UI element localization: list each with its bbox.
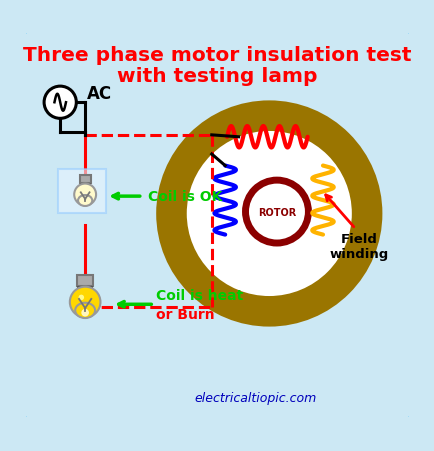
Text: ROTOR: ROTOR [257, 207, 296, 217]
Circle shape [171, 116, 366, 312]
Text: AC: AC [87, 85, 112, 103]
Text: Three phase motor insulation test: Three phase motor insulation test [23, 46, 411, 64]
Text: with testing lamp: with testing lamp [117, 67, 317, 86]
Text: Field: Field [340, 232, 377, 245]
Circle shape [44, 87, 76, 119]
Circle shape [74, 184, 96, 206]
FancyBboxPatch shape [58, 170, 106, 213]
Bar [79, 176, 90, 184]
Bar [77, 286, 92, 290]
Text: Coil is OK: Coil is OK [148, 190, 222, 204]
Ellipse shape [75, 303, 95, 318]
Circle shape [81, 309, 89, 317]
FancyBboxPatch shape [23, 32, 411, 419]
Text: or Burn: or Burn [156, 307, 214, 321]
Text: electricaltiopic.com: electricaltiopic.com [194, 391, 316, 404]
Bar [77, 275, 92, 286]
Bar [79, 184, 90, 186]
Ellipse shape [78, 196, 92, 207]
Circle shape [70, 287, 100, 318]
Circle shape [79, 295, 84, 300]
Text: Coil is heat: Coil is heat [156, 288, 243, 302]
Text: winding: winding [329, 248, 388, 261]
Circle shape [245, 181, 308, 244]
